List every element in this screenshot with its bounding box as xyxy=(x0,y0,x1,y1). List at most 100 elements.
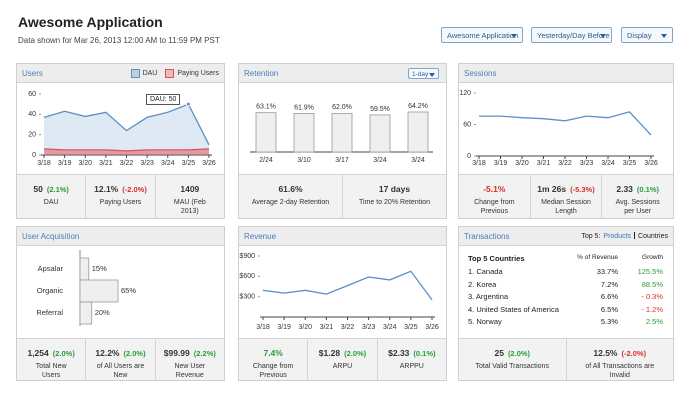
stat: $99.99 (2.2%) New User Revenue xyxy=(154,339,224,380)
filter-option[interactable]: Countries xyxy=(638,233,668,240)
stat-value: 12.2% xyxy=(95,348,120,358)
stat-change: (2.0%) xyxy=(123,349,146,358)
panel-header: Transactions Top 5: Products Countries xyxy=(459,227,673,246)
stat-change: (-5.3%) xyxy=(570,185,595,194)
legend-item: Paying Users xyxy=(165,69,219,78)
stat-label: ARPPU xyxy=(399,363,424,370)
stat-value: 61.6% xyxy=(278,184,303,194)
stat-change: (0.1%) xyxy=(636,185,659,194)
stat-label: Change from Previous xyxy=(252,363,294,379)
panel-title: Transactions xyxy=(464,232,510,241)
panel: User Acquisition 1,254 (2.0%) Total New Use… xyxy=(16,226,225,381)
stat-label: Median Session Length xyxy=(541,199,591,215)
panel-header: Retention 1-day xyxy=(239,64,446,83)
table-cell: 6.5% xyxy=(600,304,618,314)
panel-title: Revenue xyxy=(244,232,277,241)
filter: Top 5: Products Countries xyxy=(581,232,668,240)
legend-swatch xyxy=(130,69,140,78)
table-header: Top 5 Countries xyxy=(468,254,525,263)
table-cell: 6.6% xyxy=(600,292,618,301)
panel: Revenue 7.4% Change from Previous $1.28 (2.0… xyxy=(238,226,447,381)
stat: 12.5% (-2.0%) of All Transactions are Inva… xyxy=(565,339,674,380)
panel-header: Users DAU Paying Users xyxy=(17,64,224,83)
dropdown-arrow xyxy=(429,73,435,77)
stat-label: DAU xyxy=(43,199,59,206)
stat-value: 50 xyxy=(33,184,43,194)
stat-value-line: 7.4% xyxy=(239,348,307,358)
stat-value-line: 1m 26s (-5.3%) xyxy=(531,184,602,194)
dropdown-arrow xyxy=(600,34,606,38)
stat-value: 25 xyxy=(494,348,504,358)
stat-label: Avg. Sessions per User xyxy=(615,199,660,215)
stat: 1409 MAU (Feb 2013) xyxy=(154,175,224,218)
stat-label: of All Users are New xyxy=(96,363,145,379)
panel-title: User Acquisition xyxy=(22,232,80,241)
dropdown[interactable]: Yesterday/Day Before xyxy=(531,27,612,43)
stat: 7.4% Change from Previous xyxy=(239,339,307,380)
app-title: Awesome Application xyxy=(18,14,163,30)
panel-header: Sessions xyxy=(459,64,673,83)
stat: 1,254 (2.0%) Total New Users xyxy=(17,339,85,380)
stat-change: (-2.0%) xyxy=(621,349,647,358)
stat: 12.1% (-2.0%) Paying Users xyxy=(85,175,154,218)
stat-change: (2.0%) xyxy=(52,349,75,358)
table-cell: - 1.2% xyxy=(641,304,663,314)
stat-value: 1m 26s xyxy=(537,184,567,194)
stat-change: (-2.0%) xyxy=(122,185,147,194)
stat-value: $1.28 xyxy=(318,348,341,358)
panel: Sessions -5.1% Change from Previous 1m 26s(… xyxy=(458,63,674,219)
stat-value-line: 2.33 (0.1%) xyxy=(602,184,673,194)
stat-value: -5.1% xyxy=(483,184,506,194)
panel: Users DAU Paying Users 50 (2.1%) DAU 12.1% (-2.… xyxy=(16,63,225,219)
stat-value: $99.99 xyxy=(163,348,190,358)
table-cell: 1. Canada xyxy=(468,267,503,276)
stat: 50 (2.1%) DAU xyxy=(17,175,85,218)
dropdown-arrow xyxy=(511,34,517,38)
table-cell: 3. Argentina xyxy=(468,292,509,301)
stat-value-line: 1,254 (2.0%) xyxy=(17,348,85,358)
stat: 1m 26s (-5.3%) Median Session Length xyxy=(529,175,602,218)
table-cell: 33.7% xyxy=(596,267,618,276)
stat-label: New User Revenue xyxy=(174,363,206,379)
filter-label: Top 5: xyxy=(581,233,601,240)
stat-value-line: $2.33 (0.1%) xyxy=(378,348,446,358)
stat-value: $2.33 xyxy=(388,348,410,358)
dropdown[interactable]: 1-day xyxy=(408,68,439,79)
stat-value-line: 12.5% (-2.0%) xyxy=(567,348,674,358)
stat-value-line: $99.99 (2.2%) xyxy=(156,348,224,358)
stat-value: 17 days xyxy=(378,184,411,194)
dropdown-label: Awesome Application xyxy=(447,31,519,40)
stat-value-line: 25 (2.0%) xyxy=(459,348,566,358)
stat: 2.33 (0.1%) Avg. Sessions per User xyxy=(601,175,673,218)
legend-item: DAU xyxy=(130,69,157,78)
stat-value-line: 50 (2.1%) xyxy=(17,184,85,194)
stat-label: ARPU xyxy=(332,363,353,370)
stat-value-line: -5.1% xyxy=(459,184,530,194)
stat-label: Average 2-day Retention xyxy=(251,199,330,206)
dropdown-label: Yesterday/Day Before xyxy=(537,31,610,40)
stat-value: 1409 xyxy=(180,184,200,194)
dropdown[interactable]: Display xyxy=(621,27,673,43)
app-subtitle: Data shown for Mar 26, 2013 12:00 AM to … xyxy=(18,36,220,45)
stat-change: (2.0%) xyxy=(344,349,367,358)
stat: $1.28 (2.0%) ARPU xyxy=(307,339,376,380)
legend: DAU Paying Users xyxy=(130,69,219,78)
stat-value-line: 17 days xyxy=(343,184,446,194)
stat-change: (2.0%) xyxy=(507,349,531,358)
stat-value-line: 1409 xyxy=(156,184,224,194)
filter-option[interactable]: Products xyxy=(603,233,632,240)
panel-title: Sessions xyxy=(464,69,497,78)
stat: 12.2% (2.0%) of All Users are New xyxy=(85,339,154,380)
dropdown-arrow xyxy=(661,34,667,38)
dropdown[interactable]: Awesome Application xyxy=(441,27,523,43)
panel-header: Revenue xyxy=(239,227,446,246)
table-cell: 7.2% xyxy=(600,279,618,289)
stat-label: Change from Previous xyxy=(474,199,515,215)
stat-change: (2.2%) xyxy=(193,349,216,358)
table-header: Growth xyxy=(642,254,663,261)
stat-value-line: $1.28 (2.0%) xyxy=(308,348,376,358)
stat-change: (0.1%) xyxy=(413,349,436,358)
stats-bar: 7.4% Change from Previous $1.28 (2.0%) ARPU $… xyxy=(239,338,446,380)
stat-value: 12.1% xyxy=(94,184,119,194)
